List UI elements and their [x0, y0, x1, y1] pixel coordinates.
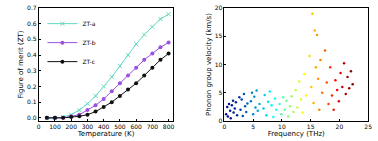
svg-text:20: 20 [336, 123, 344, 130]
svg-text:Temperature (K): Temperature (K) [77, 130, 135, 138]
svg-text:0: 0 [218, 117, 222, 124]
svg-text:0.2: 0.2 [27, 83, 37, 90]
svg-text:0.5: 0.5 [27, 35, 37, 42]
svg-text:15: 15 [215, 32, 223, 39]
svg-text:Phonon group velocity (km/s): Phonon group velocity (km/s) [205, 13, 213, 116]
svg-text:15: 15 [307, 123, 315, 130]
svg-text:ZT-c: ZT-c [82, 58, 95, 65]
svg-text:500: 500 [114, 123, 126, 130]
svg-text:0.7: 0.7 [27, 4, 37, 11]
svg-text:ZT-a: ZT-a [82, 20, 95, 27]
svg-text:5: 5 [251, 123, 255, 130]
svg-text:25: 25 [364, 123, 372, 130]
svg-text:0.3: 0.3 [27, 67, 37, 74]
svg-text:Frequency (THz): Frequency (THz) [268, 130, 325, 138]
svg-text:0.4: 0.4 [27, 51, 37, 58]
svg-text:0: 0 [222, 123, 226, 130]
svg-text:ZT-b: ZT-b [82, 39, 95, 46]
svg-text:700: 700 [147, 123, 159, 130]
svg-text:600: 600 [130, 123, 142, 130]
svg-text:0.0: 0.0 [27, 114, 37, 121]
svg-text:20: 20 [215, 4, 223, 11]
svg-text:10: 10 [215, 61, 223, 68]
svg-text:800: 800 [163, 123, 175, 130]
svg-text:0.6: 0.6 [27, 20, 37, 27]
svg-text:400: 400 [98, 123, 110, 130]
svg-text:5: 5 [218, 89, 222, 96]
svg-text:0.1: 0.1 [27, 98, 37, 105]
svg-text:300: 300 [82, 123, 94, 130]
svg-text:200: 200 [65, 123, 77, 130]
svg-text:0: 0 [37, 123, 41, 130]
svg-text:10: 10 [278, 123, 286, 130]
svg-text:Figure of merit (ZT): Figure of merit (ZT) [17, 30, 25, 98]
svg-text:100: 100 [49, 123, 61, 130]
